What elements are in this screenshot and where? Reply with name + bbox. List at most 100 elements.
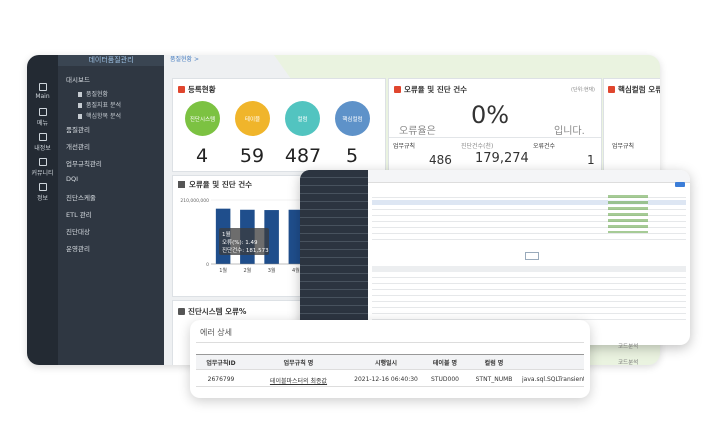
stat-circle: 진단시스템 — [185, 101, 220, 136]
column-header: 업무규칙 명 — [283, 360, 314, 367]
secondary-sidebar — [300, 170, 368, 345]
card-title-text: 등록현황 — [188, 85, 216, 94]
chart-card: 오류율 및 진단 건수 0 210,000,000 1월 2월 3월 4월 1월 오류(%):… — [172, 175, 314, 297]
stat-circle: 테이블 — [235, 101, 270, 136]
secondary-table-bottom — [372, 272, 686, 322]
tooltip-box — [219, 228, 269, 255]
cell: java.sql.SQLTransientConne — [522, 376, 584, 383]
menu-sidebar: 데이터품질관리 대시보드 품질현황 품질지표 분석 핵심항목 분석 품질관리 개… — [58, 55, 164, 365]
app-title: 데이터품질관리 — [58, 55, 164, 66]
bar — [288, 209, 304, 264]
stat-label: 업무규칙 — [612, 143, 635, 150]
menu-item[interactable]: DQI — [66, 175, 79, 183]
nav-icon[interactable]: 정보 — [27, 183, 58, 202]
cell: 2676799 — [207, 376, 235, 383]
card-title: 진단시스템 오류% — [178, 306, 246, 317]
card-title-text: 핵심컬럼 오류율 — [618, 85, 660, 94]
rate-suffix: 입니다. — [554, 126, 585, 137]
stat-value: 5 — [345, 145, 359, 167]
selected-row — [372, 200, 686, 205]
tooltip-text: 진단건수: 181,573 — [222, 246, 269, 254]
stat-value: 486 — [429, 153, 452, 167]
y-tick-label: 210,000,000 — [180, 198, 209, 204]
nav-icon[interactable]: Main — [27, 83, 58, 100]
menu-item[interactable]: 운영관리 — [66, 245, 90, 253]
column-header: 테이블 명 — [432, 360, 458, 367]
stat-circle: 핵심컬럼 — [335, 101, 370, 136]
key-column-card: 핵심컬럼 오류율 업무규칙 — [603, 78, 660, 172]
x-tick-label: 2월 — [243, 267, 251, 274]
cell-link[interactable]: 테이블마스터의 최종값 — [269, 378, 328, 385]
stat-label: 업무규칙 — [393, 143, 416, 150]
menu-item[interactable]: 개선관리 — [66, 143, 90, 151]
menu-item[interactable]: 대시보드 — [66, 76, 90, 84]
x-tick-label: 4월 — [292, 267, 300, 274]
breadcrumb[interactable]: 품질현황 > — [170, 56, 200, 63]
nav-icon-label: 내정보 — [34, 145, 51, 152]
stat-value: 179,274 — [475, 151, 529, 166]
chart-title: 오류율 및 진단 건수 — [189, 179, 252, 189]
chart-icon — [178, 181, 185, 188]
secondary-toolbar — [368, 170, 690, 183]
nav-icon-label: 메뉴 — [36, 120, 49, 127]
tooltip-text: 오류(%): 1.49 — [222, 239, 258, 246]
divider — [389, 137, 601, 138]
submenu-item[interactable]: 핵심항목 분석 — [78, 111, 121, 120]
card-title-text: 진단시스템 오류% — [188, 307, 247, 316]
secondary-button[interactable] — [675, 182, 685, 187]
cell: STUD000 — [431, 376, 459, 383]
card-title: 오류율 및 진단 건수 — [394, 84, 467, 95]
card-title: 등록현황 — [178, 84, 216, 95]
registration-card: 등록현황 진단시스템 테이블 컬럼 핵심컬럼 4 59 487 5 — [172, 78, 386, 172]
nav-icon[interactable]: 내정보 — [27, 133, 58, 152]
tooltip-text: 1월 — [222, 230, 231, 238]
card-title: 핵심컬럼 오류율 — [608, 84, 660, 95]
x-tick-label: 1월 — [219, 267, 227, 274]
y-tick-label: 0 — [206, 262, 209, 268]
table-header-row — [196, 354, 584, 370]
menu-item[interactable]: 품질관리 — [66, 126, 90, 134]
menu-item[interactable]: 업무규칙관리 — [66, 160, 102, 168]
side-label: 코드분석 — [618, 360, 639, 366]
nav-icon[interactable]: 커뮤니티 — [27, 158, 58, 177]
nav-icon[interactable]: 메뉴 — [27, 108, 58, 127]
stat-value: 4 — [195, 145, 209, 167]
cell: 2021-12-16 06:40:30 — [354, 376, 418, 383]
stat-value: 1 — [587, 153, 595, 167]
side-label: 코드분석 — [618, 344, 639, 350]
stat-value: 487 — [284, 145, 322, 167]
error-rate-card: 오류율 및 진단 건수 (단위:현재) 0% 오류율은 입니다. 업무규칙 48… — [388, 78, 602, 172]
nav-icon-label: 정보 — [36, 195, 49, 202]
secondary-table-header — [372, 266, 686, 272]
column-header: 시행일시 — [374, 360, 398, 367]
submenu-item[interactable]: 품질지표 분석 — [78, 100, 121, 109]
menu-item[interactable]: 진단스케줄 — [66, 194, 96, 202]
x-tick-label: 3월 — [268, 267, 276, 274]
menu-item[interactable]: ETL 관리 — [66, 211, 92, 219]
column-header: 컬럼 명 — [484, 360, 504, 367]
unit-label: (단위:현재) — [571, 87, 595, 93]
cell: STNT_NUMB — [475, 376, 513, 383]
rate-value: 0% — [471, 101, 510, 129]
error-detail-card: 에러 상세 업무규칙ID 업무규칙 명 시행일시 테이블 명 컬럼 명 2676… — [190, 320, 590, 398]
stat-value: 59 — [239, 145, 265, 167]
divider — [196, 342, 584, 343]
stat-circle: 컬럼 — [285, 101, 320, 136]
nav-icon-label: Main — [35, 93, 50, 100]
column-header: 업무규칙ID — [206, 360, 236, 367]
status-badges — [608, 193, 648, 233]
stat-label: 오류건수 — [533, 143, 556, 150]
card-title-text: 오류율 및 진단 건수 — [404, 85, 468, 94]
pagination[interactable] — [525, 252, 539, 260]
divider — [196, 386, 584, 387]
rate-prefix: 오류율은 — [399, 126, 436, 137]
icon-sidebar: Main 메뉴 내정보 커뮤니티 정보 — [27, 55, 58, 365]
menu-item[interactable]: 진단대상 — [66, 228, 90, 236]
nav-icon-label: 커뮤니티 — [31, 170, 54, 177]
submenu-item[interactable]: 품질현황 — [78, 89, 108, 98]
stat-label: 진단건수(천) — [461, 143, 494, 150]
detail-title: 에러 상세 — [200, 328, 232, 337]
